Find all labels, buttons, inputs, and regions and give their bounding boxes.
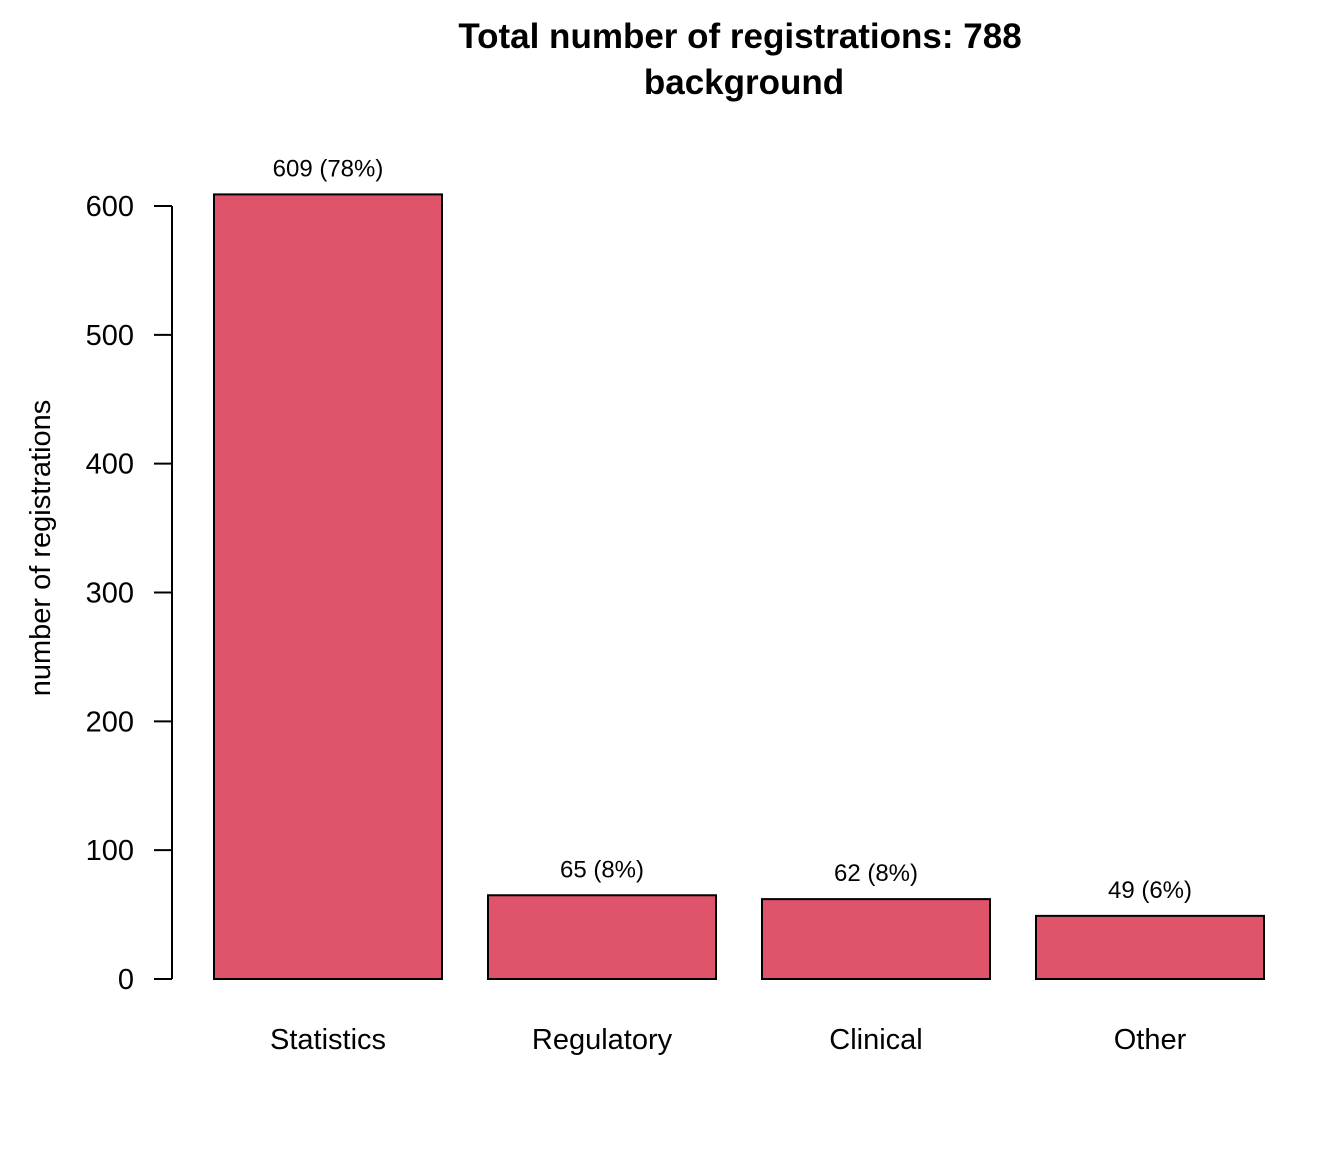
y-tick-label: 400: [86, 449, 134, 481]
chart-subtitle: background: [644, 63, 844, 102]
x-tick-label: Clinical: [829, 1024, 922, 1056]
data-label: 49 (6%): [1108, 877, 1192, 904]
x-tick-label: Statistics: [270, 1024, 386, 1056]
bar: [761, 898, 991, 981]
bar: [487, 894, 717, 981]
data-label: 609 (78%): [273, 155, 384, 182]
y-tick-label: 300: [86, 578, 134, 610]
bar: [1035, 914, 1265, 980]
y-tick-label: 100: [86, 835, 134, 867]
x-axis-labels: Statistics Regulatory Clinical Other: [270, 1024, 1187, 1056]
chart-title: Total number of registrations: 788: [458, 17, 1021, 56]
data-label: 65 (8%): [560, 856, 644, 883]
y-tick-label: 500: [86, 320, 134, 352]
x-tick-label: Other: [1114, 1024, 1187, 1056]
bar: [213, 193, 443, 980]
y-tick-label: 600: [86, 191, 134, 223]
data-label: 62 (8%): [834, 860, 918, 887]
x-tick-label: Regulatory: [532, 1024, 673, 1056]
bar-series: [213, 193, 1265, 981]
y-tick-label: 200: [86, 706, 134, 738]
data-labels: 609 (78%) 65 (8%) 62 (8%) 49 (6%): [273, 155, 1192, 903]
y-axis-label: number of registrations: [25, 400, 57, 697]
y-axis: 0 100 200 300 400 500 600: [86, 191, 173, 996]
y-tick-label: 0: [118, 964, 134, 996]
